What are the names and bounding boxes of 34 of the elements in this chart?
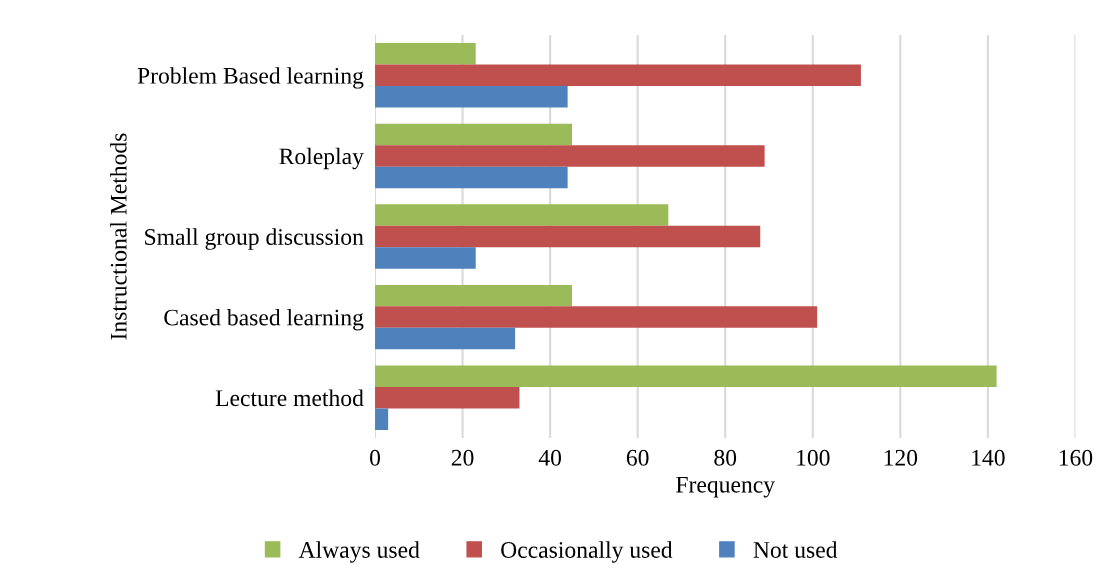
- bar: [375, 327, 516, 350]
- bar: [375, 306, 818, 328]
- x-tick-label: 120: [884, 449, 918, 466]
- y-axis-title: Instructional Methods: [110, 133, 127, 340]
- y-tick-label: Cased based learning: [164, 308, 364, 331]
- bar: [375, 225, 761, 248]
- x-tick-label: 40: [538, 449, 562, 466]
- y-tick-label: Small group discussion: [145, 228, 364, 250]
- bar: [375, 166, 568, 189]
- bar: [375, 123, 573, 146]
- legend-label: Not used: [753, 541, 838, 558]
- x-tick-label: 80: [714, 449, 737, 466]
- bar: [375, 284, 573, 307]
- x-tick-label: 140: [972, 449, 1005, 466]
- bar: [375, 145, 765, 167]
- y-tick-label: Lecture method: [215, 389, 364, 407]
- y-tick-label: Problem Based learning: [137, 67, 364, 89]
- bar: [375, 365, 997, 387]
- bar: [375, 43, 476, 65]
- legend-label: Always used: [298, 541, 420, 563]
- x-tick-label: 60: [626, 449, 649, 466]
- bar: [375, 204, 669, 226]
- x-tick-label: 20: [451, 449, 474, 466]
- x-tick-label: 100: [797, 449, 830, 466]
- x-tick-label: 160: [1059, 449, 1093, 466]
- x-axis-title: Frequency: [676, 476, 775, 498]
- y-tick-label: Roleplay: [279, 147, 364, 170]
- bar: [375, 408, 389, 430]
- x-tick-label: 0: [370, 449, 381, 466]
- bar: [375, 86, 568, 108]
- bar: [375, 247, 476, 269]
- bar: [375, 386, 520, 409]
- bar: [375, 64, 861, 87]
- legend-label: Occasionally used: [501, 541, 673, 563]
